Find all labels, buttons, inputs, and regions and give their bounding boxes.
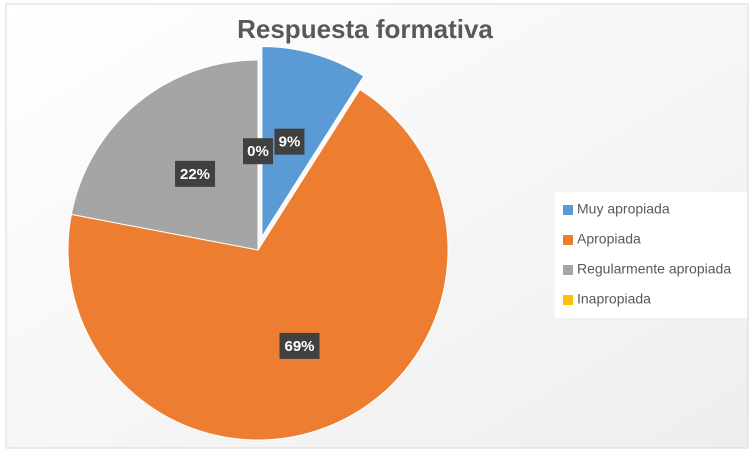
legend-label: Regularmente apropiada [577,261,731,277]
data-label: 9% [279,134,301,151]
data-label: 0% [247,143,269,160]
legend-swatch [563,295,573,305]
pie-slice [67,88,449,441]
legend-label: Muy apropiada [577,201,670,217]
data-label-box [243,138,273,165]
data-label-box [279,332,320,359]
pie-slice [70,59,259,251]
data-label: 22% [180,166,210,183]
chart-title: Respuesta formativa [237,14,493,44]
legend-swatch [563,265,573,275]
data-label-box [175,160,216,187]
data-label-box [274,128,305,155]
pie-slice [261,46,365,239]
data-label: 69% [284,338,314,355]
legend-label: Inapropiada [577,291,651,307]
legend-swatch [563,235,573,245]
legend-label: Apropiada [577,231,641,247]
legend-box [555,192,747,318]
legend-swatch [563,205,573,215]
